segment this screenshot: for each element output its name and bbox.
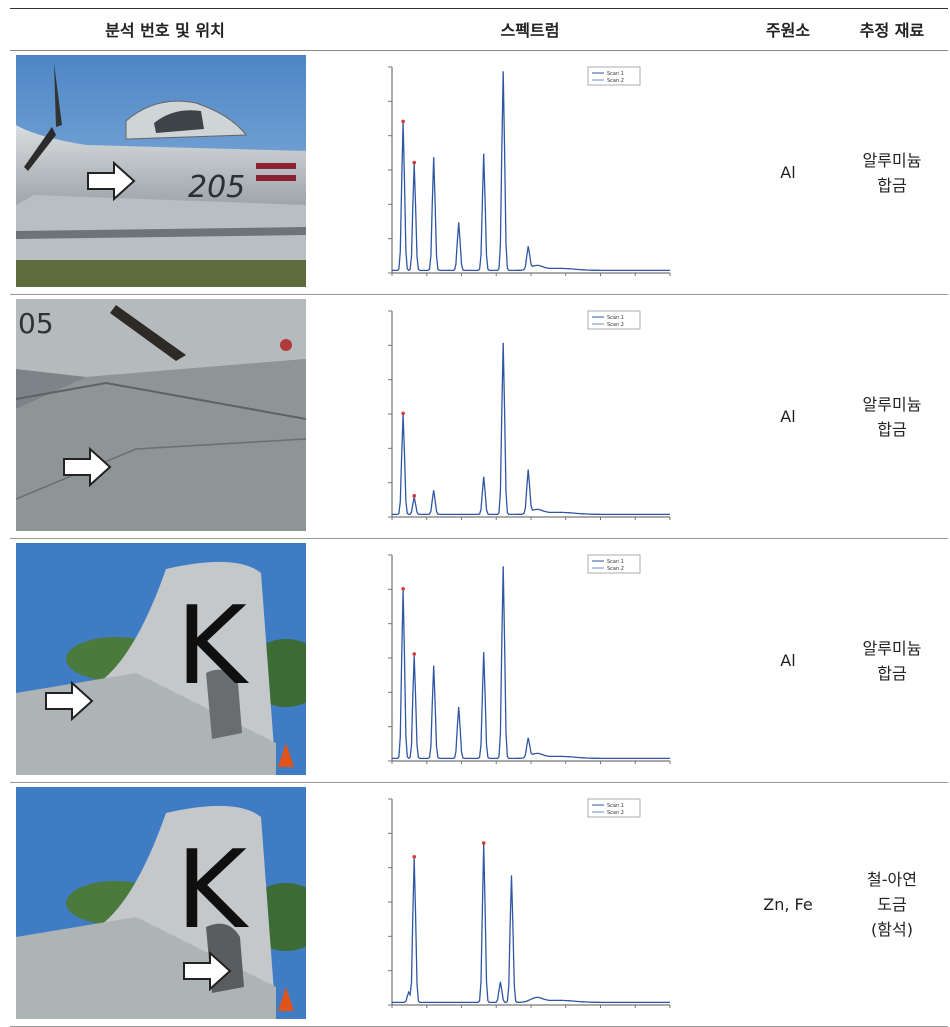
spectrum-line [392, 844, 670, 1004]
table-row: 205 Scan 1 Scan 2 Al 알루미늄 합금 [10, 51, 948, 295]
main-element: Zn, Fe [763, 895, 813, 914]
header-spectrum: 스펙트럼 [500, 21, 560, 40]
plane-number-text: 205 [188, 170, 245, 205]
aircraft-wing-photo: 05 [16, 299, 306, 531]
table-row: 05 Scan 1 Scan 2 Al 알루미늄 합금 [10, 295, 948, 539]
legend-label: Scan 1 [607, 803, 624, 809]
table-header: 분석 번호 및 위치 스펙트럼 주원소 추정 재료 [10, 8, 948, 51]
aircraft-tail-patch-photo: K [16, 787, 306, 1019]
estimated-material: 알루미늄 합금 [862, 150, 922, 195]
svg-text:05: 05 [18, 307, 54, 340]
main-element: Al [780, 407, 796, 426]
estimated-material: 철-아연 도금 (함석) [867, 870, 917, 939]
aircraft-tail-photo: K [16, 543, 306, 775]
peak-marker [401, 119, 405, 124]
legend-label: Scan 1 [607, 71, 624, 77]
header-analysis-location: 분석 번호 및 위치 [105, 21, 225, 40]
legend-label: Scan 2 [607, 810, 624, 816]
main-element: Al [780, 651, 796, 670]
tail-letter-text: K [176, 584, 250, 709]
main-element: Al [780, 163, 796, 182]
peak-marker [412, 494, 417, 498]
peak-marker [412, 160, 417, 165]
peak-marker [412, 652, 417, 656]
arrow-icon [45, 680, 94, 722]
header-estimated-material: 추정 재료 [859, 21, 925, 40]
peak-marker [412, 855, 417, 859]
spectrum-line [392, 566, 670, 760]
arrow-icon [183, 950, 232, 992]
arrow-icon [87, 160, 136, 202]
legend-label: Scan 2 [607, 78, 624, 84]
legend-label: Scan 1 [607, 315, 624, 321]
table-row: K Scan 1 Scan 2 Al 알루미늄 합금 [10, 539, 948, 783]
legend-label: Scan 1 [607, 559, 624, 565]
tail-letter-text: K [176, 828, 250, 953]
legend-label: Scan 2 [607, 322, 624, 328]
table-row: K Scan 1 Scan 2 Zn, Fe 철-아연 도금 (함석) [10, 783, 948, 1027]
estimated-material: 알루미늄 합금 [862, 638, 922, 683]
header-main-element: 주원소 [765, 21, 811, 40]
peak-marker [401, 586, 405, 591]
arrow-icon [63, 446, 112, 488]
spectrum-line [392, 342, 670, 516]
spectrum-line [392, 71, 670, 272]
peak-marker [401, 411, 405, 416]
aircraft-nose-photo: 205 [16, 55, 306, 287]
legend-label: Scan 2 [607, 566, 624, 572]
peak-marker [481, 841, 486, 845]
estimated-material: 알루미늄 합금 [862, 394, 922, 439]
